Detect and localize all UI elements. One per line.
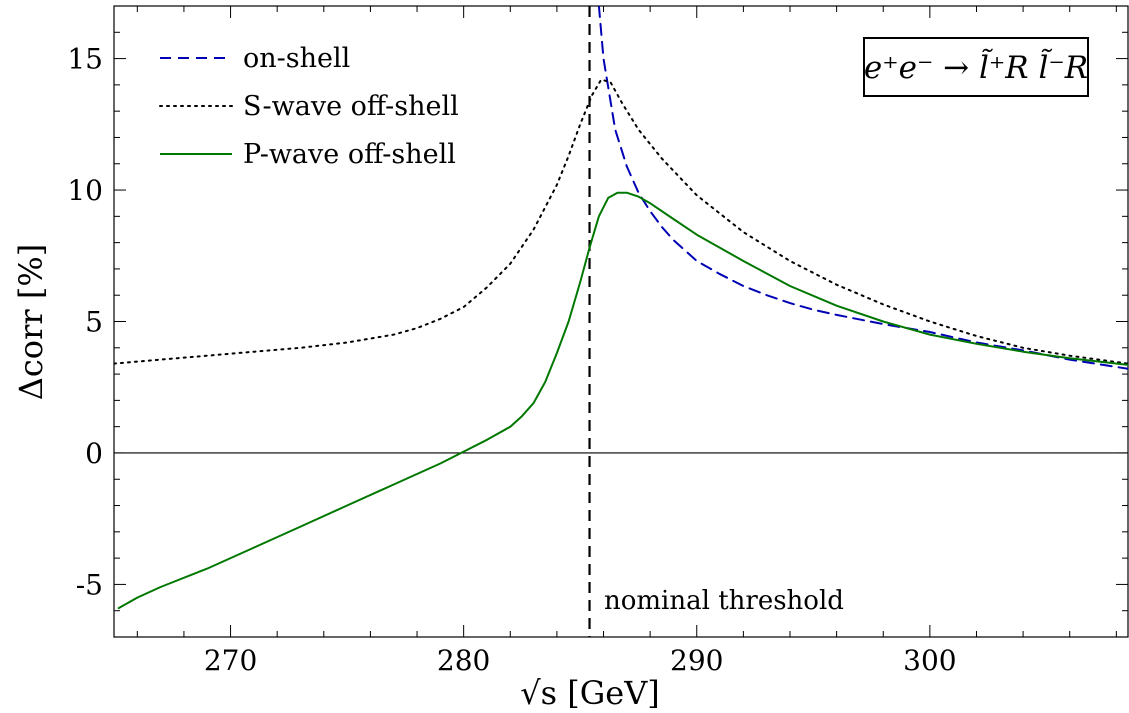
legend: on-shell S-wave off-shell P-wave off-she… (159, 43, 459, 170)
process-label-frame (863, 37, 1089, 97)
y-tick-label: 5 (85, 306, 103, 339)
y-tick-label: -5 (76, 568, 103, 601)
legend-label-p-wave: P-wave off-shell (243, 139, 456, 170)
y-tick-label: 10 (67, 174, 103, 207)
x-tick-label: 270 (204, 644, 257, 677)
legend-label-on-shell: on-shell (243, 43, 350, 74)
process-label: e⁺e⁻ → l̃⁺R l̃⁻R (864, 48, 1088, 86)
x-tick-label: 280 (437, 644, 490, 677)
y-tick-label: 15 (67, 43, 103, 76)
series-on-shell (597, 6, 1128, 370)
series-p-wave-off-shell (117, 191, 1128, 610)
y-axis-label: Δcorr [%] (12, 244, 50, 400)
y-tick-label: 0 (85, 437, 103, 470)
x-tick-label: 300 (903, 644, 956, 677)
threshold-annotation: nominal threshold (604, 586, 844, 616)
x-axis-label: √s [GeV] (520, 674, 660, 712)
x-tick-label: 290 (670, 644, 723, 677)
legend-label-s-wave: S-wave off-shell (243, 91, 459, 122)
process-label-box: e⁺e⁻ → l̃⁺R l̃⁻R (863, 37, 1089, 97)
series-s-wave-off-shell (114, 78, 1128, 365)
